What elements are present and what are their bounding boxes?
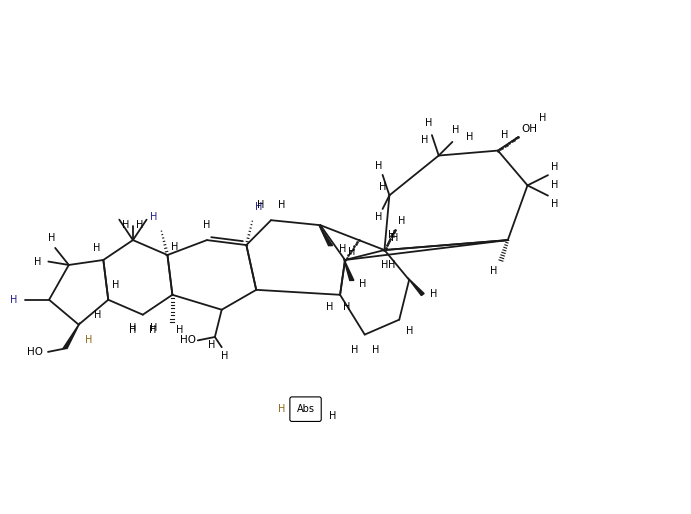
Text: H: H xyxy=(150,323,157,333)
Text: H: H xyxy=(348,247,356,256)
Text: H: H xyxy=(221,351,229,361)
Text: H: H xyxy=(391,233,399,243)
Text: H: H xyxy=(501,131,509,140)
FancyBboxPatch shape xyxy=(290,397,321,421)
Text: H: H xyxy=(278,200,285,210)
Text: H: H xyxy=(129,323,136,333)
Text: H: H xyxy=(388,260,395,270)
Text: H: H xyxy=(539,113,546,123)
Polygon shape xyxy=(343,259,354,281)
Text: H: H xyxy=(129,325,136,335)
Text: H: H xyxy=(375,212,383,223)
Text: H: H xyxy=(10,295,17,305)
Text: H: H xyxy=(339,244,346,254)
Text: H: H xyxy=(149,325,157,335)
Polygon shape xyxy=(63,323,80,348)
Text: H: H xyxy=(422,135,429,145)
Text: Abs: Abs xyxy=(296,404,314,414)
Text: H: H xyxy=(255,203,263,212)
Text: H: H xyxy=(343,302,351,311)
Text: H: H xyxy=(86,335,93,345)
Text: HO: HO xyxy=(27,347,44,357)
Text: H: H xyxy=(551,162,559,172)
Text: OH: OH xyxy=(522,123,538,134)
Text: H: H xyxy=(48,233,55,243)
Text: H: H xyxy=(551,199,559,209)
Text: H: H xyxy=(425,118,432,128)
Text: H: H xyxy=(466,132,473,142)
Text: HO: HO xyxy=(180,336,196,345)
Polygon shape xyxy=(408,278,424,296)
Text: H: H xyxy=(330,411,337,421)
Text: H: H xyxy=(34,256,41,267)
Text: H: H xyxy=(452,125,460,135)
Text: H: H xyxy=(350,345,358,355)
Text: H: H xyxy=(381,260,388,270)
Text: H: H xyxy=(257,200,264,210)
Text: H: H xyxy=(94,310,102,320)
Text: H: H xyxy=(375,161,383,172)
Text: H: H xyxy=(379,182,386,192)
Text: H: H xyxy=(93,243,100,253)
Text: H: H xyxy=(398,216,406,226)
Text: H: H xyxy=(551,180,559,190)
Text: H: H xyxy=(388,230,395,240)
Text: H: H xyxy=(112,280,119,289)
Polygon shape xyxy=(319,225,332,246)
Text: H: H xyxy=(203,220,211,230)
Text: H: H xyxy=(122,220,130,230)
Text: H: H xyxy=(406,326,413,337)
Text: H: H xyxy=(150,212,158,222)
Text: H: H xyxy=(326,302,333,311)
Text: H: H xyxy=(278,404,285,414)
Text: H: H xyxy=(372,345,379,355)
Text: H: H xyxy=(491,266,498,276)
Text: H: H xyxy=(171,242,178,251)
Text: H: H xyxy=(136,220,144,230)
Text: H: H xyxy=(359,279,366,289)
Text: H: H xyxy=(430,288,437,299)
Text: H: H xyxy=(176,325,183,336)
Text: H: H xyxy=(208,340,215,351)
